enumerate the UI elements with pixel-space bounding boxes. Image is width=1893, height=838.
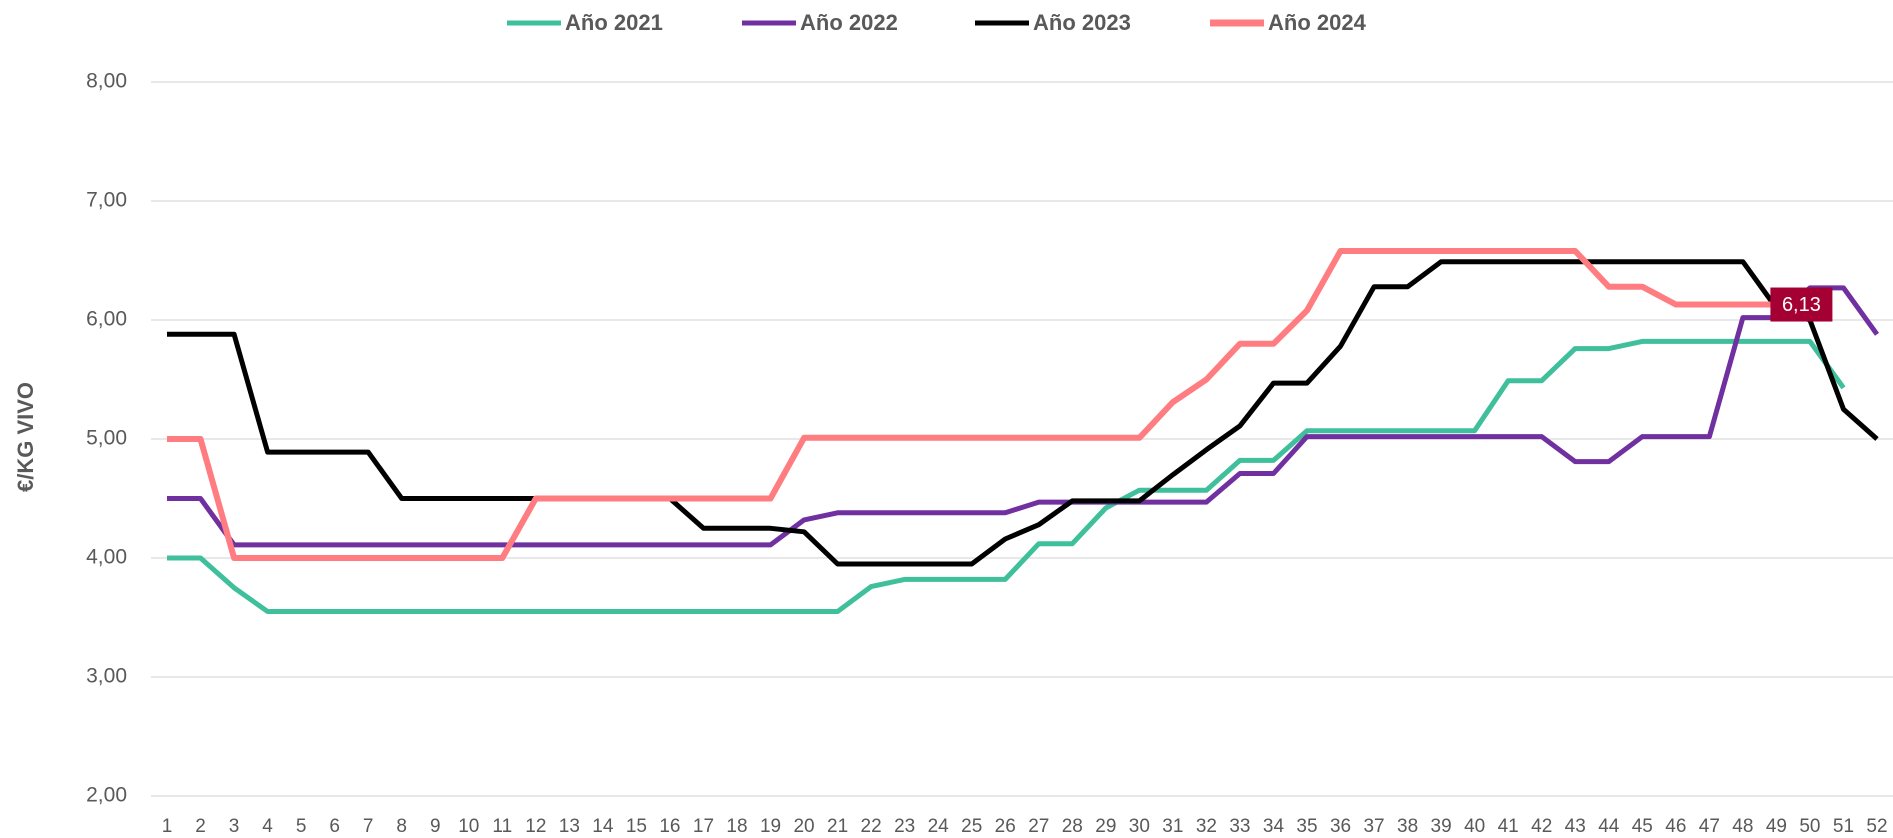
x-tick-label: 39 [1431, 816, 1452, 837]
x-tick-label: 9 [430, 816, 441, 837]
x-tick-label: 34 [1263, 816, 1285, 837]
x-tick-label: 27 [1028, 816, 1049, 837]
x-tick-label: 36 [1330, 816, 1351, 837]
x-tick-label: 30 [1129, 816, 1150, 837]
series-line [167, 285, 1880, 548]
x-tick-label: 25 [961, 816, 982, 837]
x-tick-label: 14 [592, 816, 614, 837]
x-tick-label: 48 [1732, 816, 1753, 837]
x-tick-label: 11 [492, 816, 512, 837]
y-tick-label: 7,00 [86, 189, 127, 212]
x-tick-label: 26 [995, 816, 1016, 837]
y-tick-label: 5,00 [86, 427, 127, 450]
x-tick-label: 17 [693, 816, 714, 837]
x-tick-label: 29 [1095, 816, 1116, 837]
x-tick-label: 7 [363, 816, 374, 837]
x-tick-label: 46 [1665, 816, 1686, 837]
x-tick-label: 6 [329, 816, 340, 837]
series-line [167, 259, 1879, 567]
x-tick-label: 2 [195, 816, 206, 837]
x-tick-label: 42 [1531, 816, 1552, 837]
series-line [167, 248, 1777, 561]
x-tick-label: 21 [827, 816, 848, 837]
x-tick-label: 47 [1699, 816, 1720, 837]
x-tick-label: 31 [1162, 816, 1183, 837]
x-tick-label: 33 [1229, 816, 1250, 837]
x-tick-label: 1 [162, 816, 173, 837]
y-tick-label: 6,00 [86, 308, 127, 331]
y-axis-title: €/KG VIVO [13, 382, 38, 492]
x-tick-label: 16 [659, 816, 680, 837]
x-tick-label: 4 [262, 816, 273, 837]
y-tick-label: 8,00 [86, 70, 127, 93]
x-tick-label: 41 [1498, 816, 1519, 837]
data-label-box [1770, 287, 1833, 322]
data-label: 6,13 [1782, 294, 1821, 316]
x-tick-label: 28 [1062, 816, 1083, 837]
x-tick-label: 24 [928, 816, 950, 837]
x-tick-label: 22 [861, 816, 882, 837]
y-tick-label: 2,00 [86, 784, 127, 807]
x-tick-label: 40 [1464, 816, 1485, 837]
x-tick-label: 49 [1766, 816, 1787, 837]
x-tick-label: 19 [760, 816, 781, 837]
x-tick-label: 44 [1598, 816, 1620, 837]
x-tick-label: 13 [559, 816, 580, 837]
x-tick-label: 12 [525, 816, 546, 837]
x-tick-label: 43 [1565, 816, 1586, 837]
x-tick-label: 8 [396, 816, 407, 837]
x-tick-label: 35 [1296, 816, 1317, 837]
x-tick-label: 10 [458, 816, 479, 837]
x-tick-label: 5 [296, 816, 307, 837]
series-line [167, 338, 1846, 614]
legend-label: Año 2022 [800, 10, 898, 35]
y-tick-label: 3,00 [86, 665, 127, 688]
x-tick-label: 15 [626, 816, 647, 837]
x-tick-label: 50 [1799, 816, 1820, 837]
legend-label: Año 2024 [1268, 10, 1367, 35]
legend-label: Año 2023 [1033, 10, 1131, 35]
x-tick-label: 18 [726, 816, 747, 837]
y-tick-label: 4,00 [86, 546, 127, 569]
legend-label: Año 2021 [565, 10, 663, 35]
x-tick-label: 51 [1833, 816, 1854, 837]
x-tick-label: 45 [1632, 816, 1653, 837]
x-tick-label: 37 [1363, 816, 1384, 837]
x-tick-label: 23 [894, 816, 915, 837]
x-tick-label: 32 [1196, 816, 1217, 837]
x-tick-label: 52 [1866, 816, 1887, 837]
x-tick-label: 3 [229, 816, 240, 837]
x-tick-label: 38 [1397, 816, 1418, 837]
x-tick-label: 20 [793, 816, 814, 837]
